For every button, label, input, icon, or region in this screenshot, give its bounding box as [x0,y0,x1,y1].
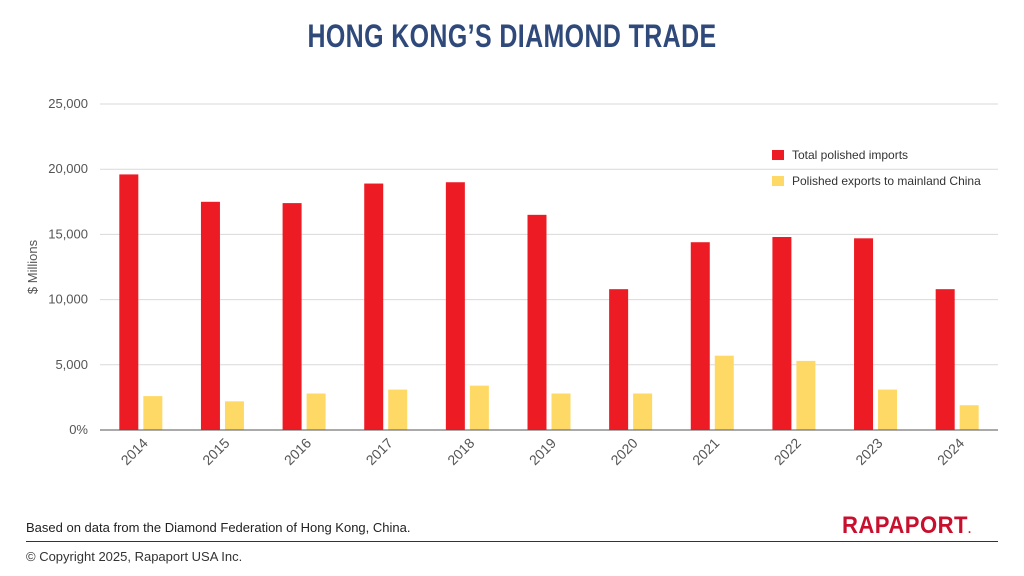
bar-total-polished-imports [854,238,874,430]
bar-total-polished-imports [772,237,792,430]
x-tick-label: 2014 [118,435,151,468]
bar-polished-exports-china [714,355,734,430]
y-tick-label: 0% [69,422,88,437]
bar-polished-exports-china [878,389,898,430]
y-tick-label: 20,000 [48,161,88,176]
y-tick-label: 25,000 [48,96,88,111]
x-tick-label: 2016 [281,435,314,468]
legend-swatch [772,176,784,186]
rapaport-logo: RAPAPORT. [842,512,971,540]
bar-chart: 0% 5,000 10,000 15,000 20,000 25,000 $ Millio… [25,96,998,468]
bar-polished-exports-china [796,360,816,430]
bar-total-polished-imports [690,242,710,430]
bar-total-polished-imports [445,182,465,430]
x-tick-label: 2021 [689,435,722,468]
x-axis-ticks: 2014 2015 2016 2017 2018 2019 2020 2021 2022 2023… [118,435,968,468]
legend: Total polished imports Polished exports t… [772,148,981,188]
x-tick-label: 2015 [199,435,232,468]
y-axis-ticks: 0% 5,000 10,000 15,000 20,000 25,000 [48,96,88,437]
legend-label: Total polished imports [792,148,908,162]
x-tick-label: 2022 [771,435,804,468]
bar-total-polished-imports [935,289,955,430]
legend-swatch [772,150,784,160]
bar-total-polished-imports [200,201,220,430]
y-tick-label: 10,000 [48,292,88,307]
bar-polished-exports-china [469,385,489,430]
bar-polished-exports-china [959,405,979,430]
x-tick-label: 2018 [444,435,477,468]
chart-title: HONG KONG’S DIAMOND TRADE [307,18,717,54]
bar-total-polished-imports [119,174,139,430]
bar-polished-exports-china [633,393,653,430]
bar-total-polished-imports [527,214,547,430]
copyright-text: © Copyright 2025, Rapaport USA Inc. [26,549,243,564]
logo-text: RAPAPORT [842,512,968,539]
y-axis-label: $ Millions [25,239,40,294]
y-tick-label: 15,000 [48,226,88,241]
bar-total-polished-imports [282,203,302,430]
x-tick-label: 2020 [607,435,640,468]
bar-total-polished-imports [609,289,629,430]
x-tick-label: 2017 [363,435,396,468]
logo-mark: . [967,522,972,536]
x-tick-label: 2019 [526,435,559,468]
bar-polished-exports-china [551,393,571,430]
bar-polished-exports-china [388,389,408,430]
bar-total-polished-imports [364,183,384,430]
bar-polished-exports-china [143,396,163,430]
x-tick-label: 2024 [934,435,967,468]
y-tick-label: 5,000 [55,357,88,372]
bar-polished-exports-china [224,401,244,430]
legend-label: Polished exports to mainland China [792,174,981,188]
gridlines [100,103,998,366]
x-tick-label: 2023 [852,435,885,468]
footer-divider [26,541,998,542]
bars [119,174,979,430]
source-note: Based on data from the Diamond Federatio… [26,520,411,535]
bar-polished-exports-china [306,393,326,430]
